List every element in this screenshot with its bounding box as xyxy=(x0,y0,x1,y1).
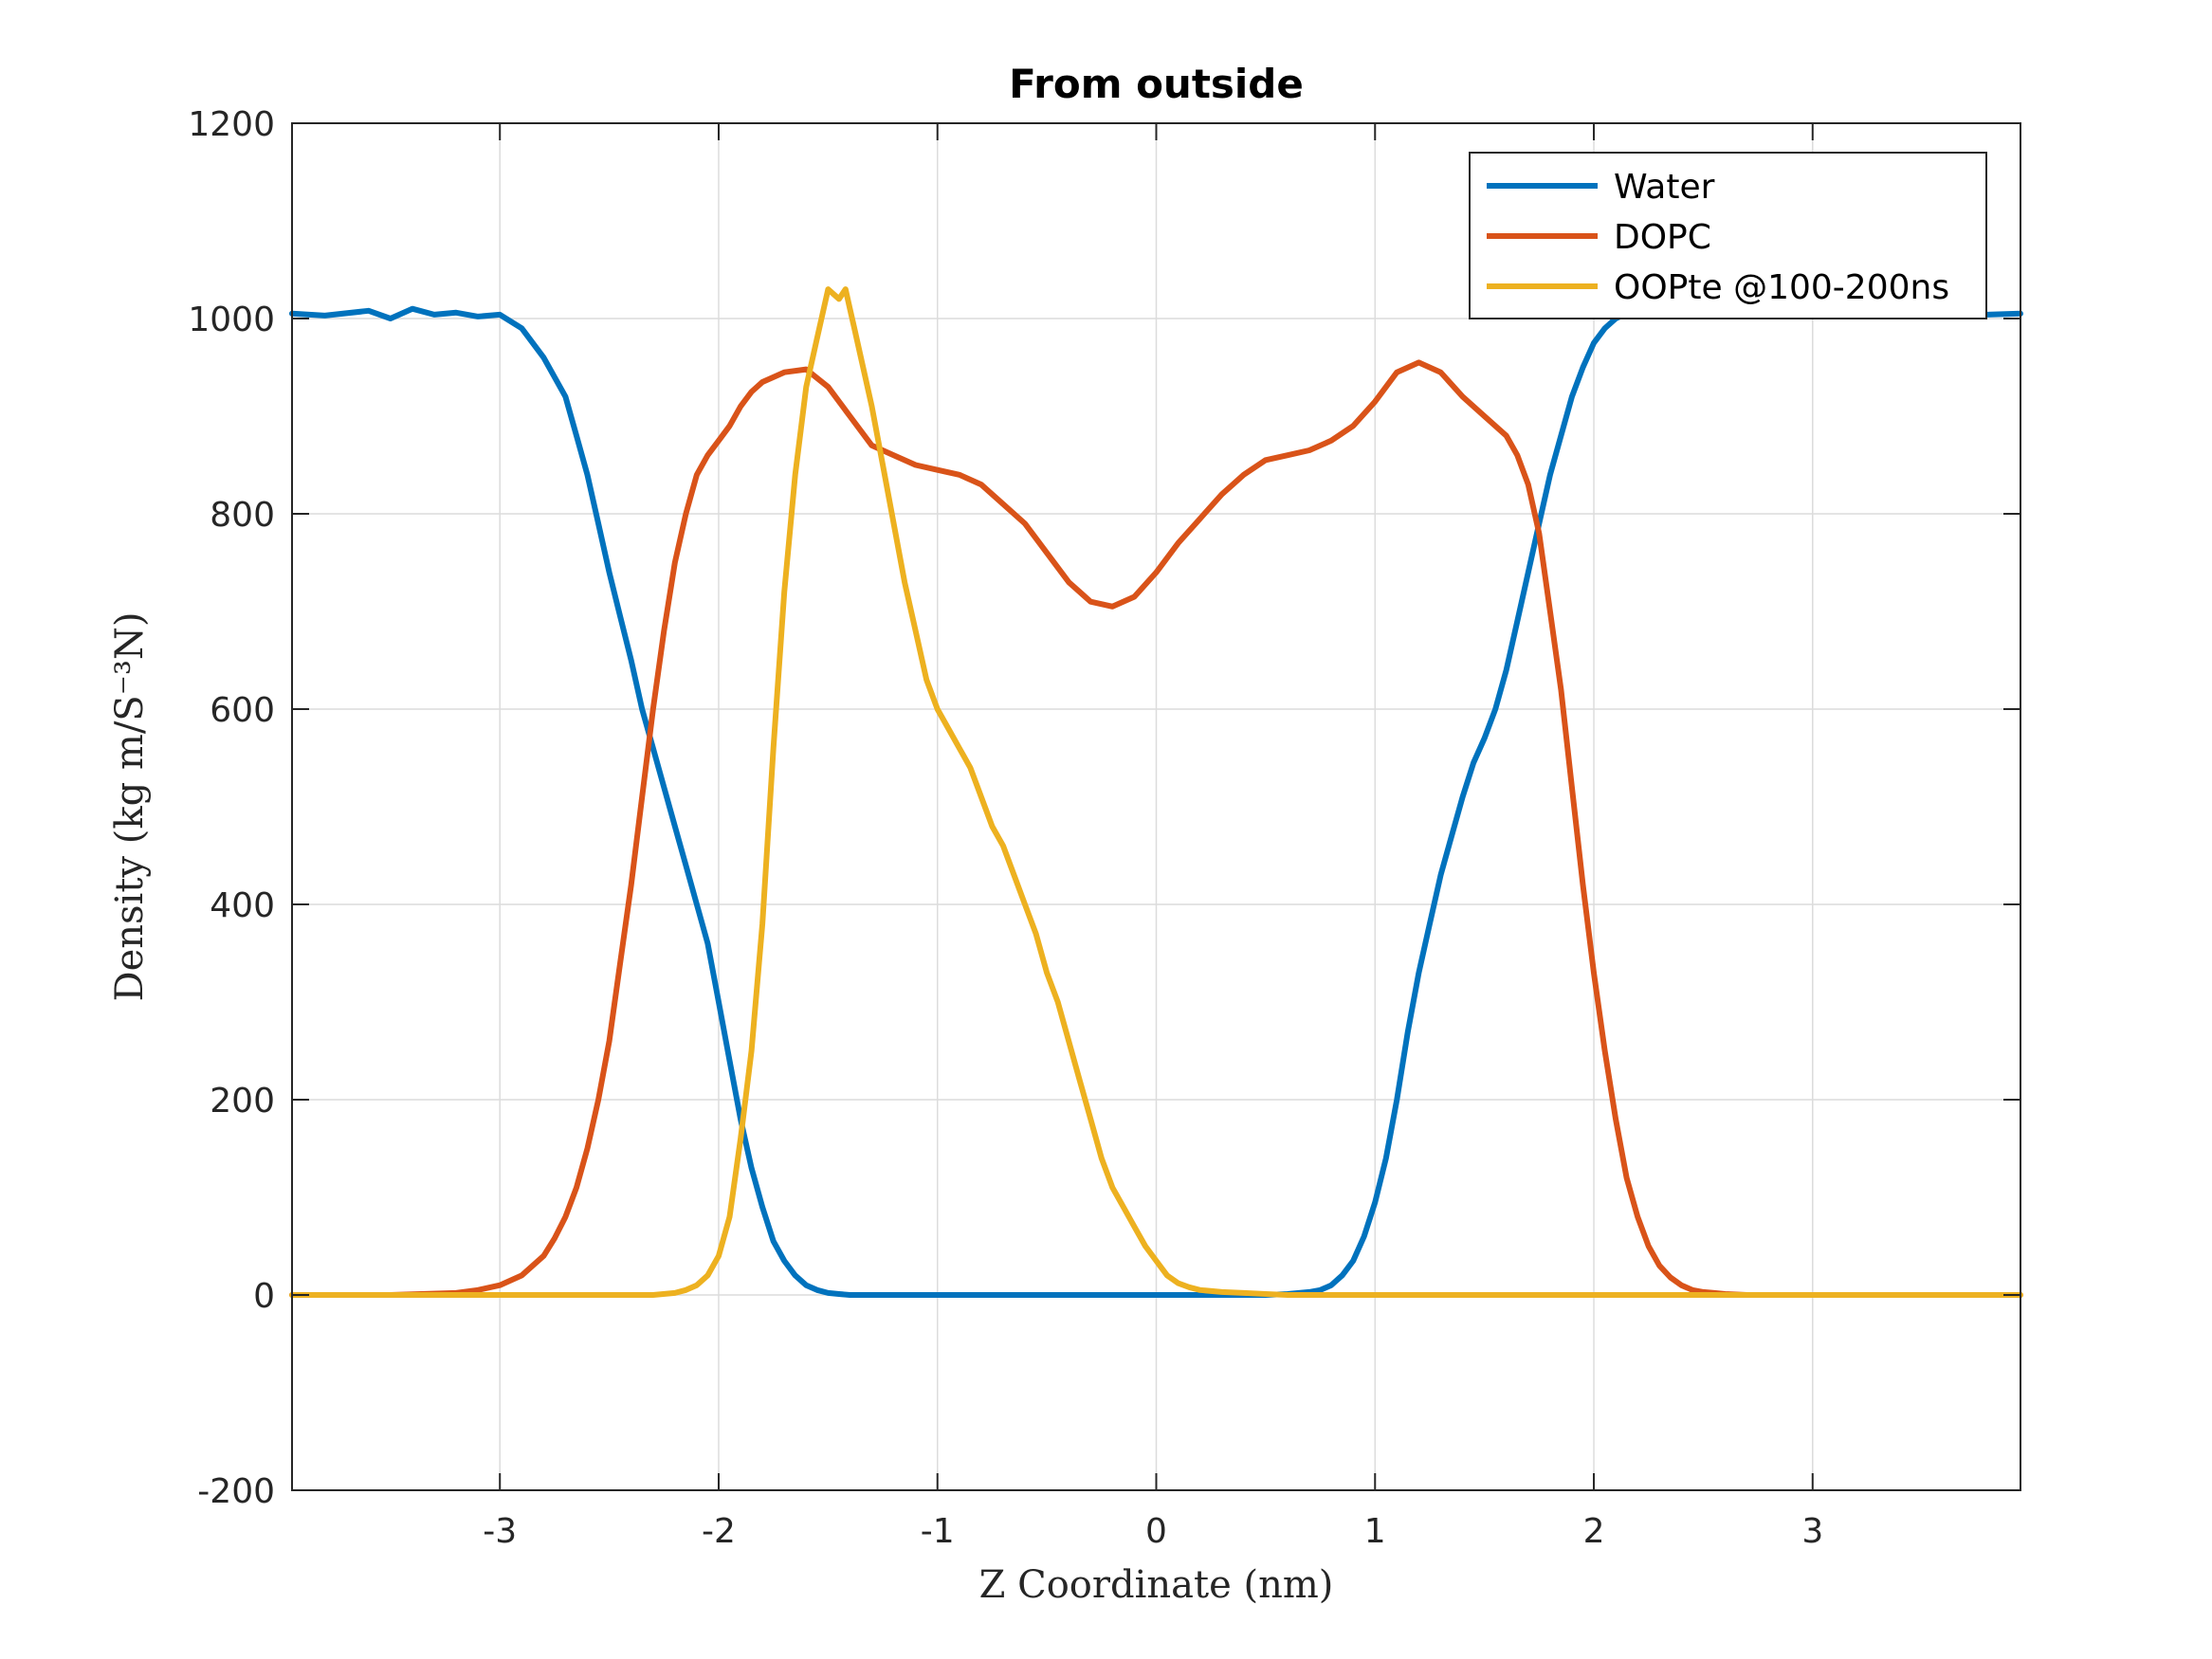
x-tick-label: 3 xyxy=(1801,1512,1823,1551)
chart-title: From outside xyxy=(1009,61,1304,107)
tick-layer: -3 -2 -1 0 1 2 3 -200 0 200 400 600 800 1000 1200 xyxy=(188,105,2020,1551)
y-tick-label: 0 xyxy=(253,1277,275,1316)
y-tick-label: 200 xyxy=(210,1082,275,1121)
x-tick-label: 0 xyxy=(1145,1512,1167,1551)
legend-label-oopte: OOPte @100-200ns xyxy=(1614,268,1949,307)
x-tick-label: 1 xyxy=(1364,1512,1386,1551)
y-tick-label: 600 xyxy=(210,691,275,730)
x-axis-label: Z Coordinate (nm) xyxy=(979,1563,1334,1607)
x-tick-label: -3 xyxy=(483,1512,517,1551)
series-line-dopc xyxy=(289,359,2023,1298)
x-tick-label: 2 xyxy=(1583,1512,1605,1551)
legend-label-water: Water xyxy=(1614,168,1715,207)
y-tick-label: 1200 xyxy=(188,105,275,144)
y-tick-label: 800 xyxy=(210,496,275,535)
y-tick-label: 1000 xyxy=(188,301,275,339)
y-tick-label: -200 xyxy=(197,1472,275,1511)
y-tick-label: 400 xyxy=(210,886,275,925)
legend: Water DOPC OOPte @100-200ns xyxy=(1469,152,1987,319)
legend-label-dopc: DOPC xyxy=(1614,218,1711,257)
x-tick-label: -2 xyxy=(702,1512,736,1551)
x-tick-label: -1 xyxy=(921,1512,955,1551)
y-axis-label: Density (kg m/S⁻³N) xyxy=(108,612,152,1002)
series-line-oopte-100-200ns xyxy=(289,286,2023,1298)
